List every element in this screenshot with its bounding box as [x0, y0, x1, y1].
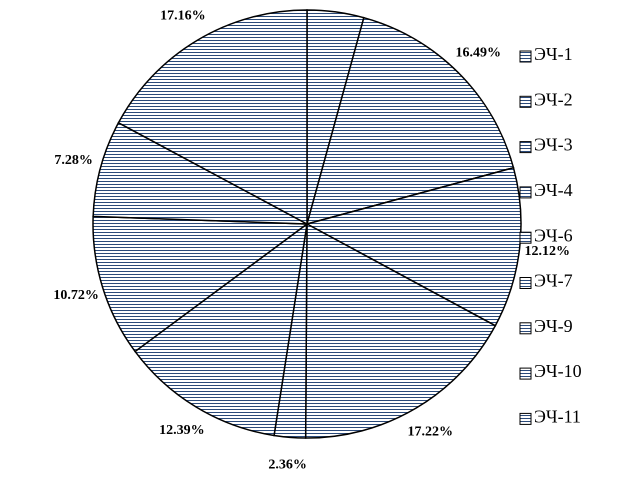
legend-swatch	[519, 50, 532, 63]
data-label: 12.39%	[159, 423, 205, 438]
pie-slice	[117, 9, 308, 226]
legend-label: ЭЧ-6	[534, 225, 573, 245]
legend-label: ЭЧ-1	[534, 44, 573, 64]
legend-swatch	[519, 367, 532, 380]
legend-label: ЭЧ-2	[534, 89, 573, 109]
legend-swatch	[519, 141, 532, 154]
legend-swatch	[519, 322, 532, 335]
data-label: 12.12%	[524, 244, 570, 259]
pie-slice	[305, 16, 515, 226]
legend-label: ЭЧ-9	[534, 316, 573, 336]
legend-label: ЭЧ-4	[534, 180, 573, 200]
pie-slice	[304, 222, 497, 439]
data-label: 16.49%	[455, 45, 501, 60]
legend-label: ЭЧ-7	[534, 271, 573, 291]
pie-slice	[92, 121, 308, 225]
data-label: 2.36%	[268, 457, 307, 472]
legend-swatch	[519, 412, 532, 425]
pie-slice	[134, 222, 309, 437]
legend-swatch	[519, 186, 532, 199]
legend-swatch	[519, 277, 532, 289]
pie-slice	[92, 215, 310, 353]
legend-swatch	[519, 231, 532, 244]
legend-swatch	[519, 95, 532, 108]
data-label: 17.22%	[407, 424, 453, 439]
legend-label: ЭЧ-10	[534, 361, 582, 381]
data-label: 17.16%	[160, 9, 206, 24]
legend-label: ЭЧ-3	[534, 135, 573, 155]
data-label: 7.28%	[54, 153, 93, 168]
pie-slice	[304, 166, 522, 327]
data-label: 10.72%	[53, 288, 99, 303]
legend-label: ЭЧ-11	[534, 407, 581, 427]
